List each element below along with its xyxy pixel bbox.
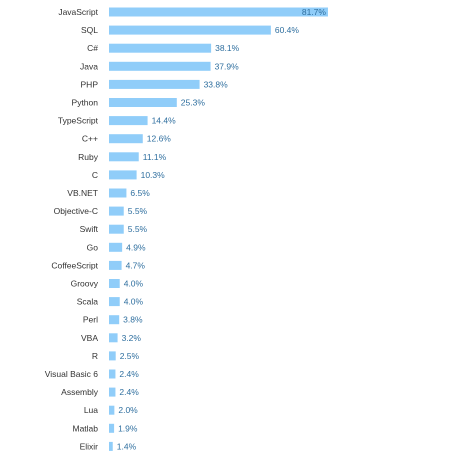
- category-label: R: [92, 351, 98, 361]
- bar: [109, 441, 113, 451]
- bar: [109, 242, 123, 252]
- value-label: 37.9%: [215, 61, 240, 71]
- bar: [109, 387, 116, 397]
- category-label: CoffeeScript: [51, 260, 98, 270]
- value-label: 5.5%: [128, 206, 148, 216]
- value-label: 4.9%: [126, 242, 146, 252]
- category-label: Groovy: [71, 279, 99, 289]
- value-label: 2.0%: [118, 405, 138, 415]
- value-label: 5.5%: [128, 224, 148, 234]
- category-label: Scala: [77, 297, 99, 307]
- value-label: 4.0%: [124, 279, 144, 289]
- category-label: Lua: [84, 405, 98, 415]
- category-label: Swift: [80, 224, 99, 234]
- value-label: 38.1%: [215, 43, 240, 53]
- bar: [109, 25, 271, 35]
- bar: [109, 79, 200, 89]
- category-label: Go: [87, 242, 99, 252]
- bar: [109, 61, 211, 71]
- category-label: Elixir: [80, 441, 99, 451]
- category-label: PHP: [81, 79, 99, 89]
- bar: [109, 315, 120, 325]
- value-label: 2.5%: [120, 351, 140, 361]
- category-label: Matlab: [72, 423, 98, 433]
- value-label: 4.0%: [124, 297, 144, 307]
- bar: [109, 369, 116, 379]
- bar: [109, 351, 116, 361]
- bars-layer: JavaScript 81.7% SQL 60.4% C# 38.1% Java 37.9% P…: [45, 7, 328, 451]
- category-label: Visual Basic 6: [45, 369, 99, 379]
- value-label: 14.4%: [152, 116, 177, 126]
- category-label: VB.NET: [67, 188, 98, 198]
- bar: [109, 260, 122, 270]
- category-label: Objective-C: [54, 206, 98, 216]
- value-label: 2.4%: [119, 387, 139, 397]
- bar: [109, 206, 124, 216]
- category-label: TypeScript: [58, 116, 99, 126]
- category-label: C++: [82, 134, 98, 144]
- bar: [109, 279, 120, 288]
- category-label: SQL: [81, 25, 98, 35]
- category-label: C#: [87, 43, 98, 53]
- value-label: 25.3%: [181, 98, 206, 108]
- value-label: 81.7%: [302, 7, 327, 17]
- bar: [109, 405, 115, 415]
- bar: [109, 423, 115, 433]
- value-label: 60.4%: [275, 25, 300, 35]
- category-label: JavaScript: [58, 7, 98, 17]
- value-label: 11.1%: [143, 152, 167, 162]
- bar: [109, 188, 127, 198]
- category-label: C: [92, 170, 98, 180]
- bar: [109, 134, 143, 144]
- bar: [109, 297, 120, 307]
- bar: [109, 43, 212, 53]
- value-label: 3.8%: [123, 315, 143, 325]
- category-label: Java: [80, 61, 98, 71]
- value-label: 4.7%: [126, 260, 146, 270]
- bar: [109, 152, 139, 162]
- bar: [109, 7, 328, 17]
- value-label: 3.2%: [122, 333, 142, 343]
- value-label: 1.4%: [117, 441, 137, 451]
- value-label: 6.5%: [130, 188, 150, 198]
- bar: [109, 333, 118, 343]
- category-label: Ruby: [78, 152, 99, 162]
- value-label: 12.6%: [147, 134, 172, 144]
- value-label: 10.3%: [141, 170, 166, 180]
- bar: [109, 224, 124, 234]
- value-label: 1.9%: [118, 423, 138, 433]
- category-label: VBA: [81, 333, 98, 343]
- value-label: 33.8%: [204, 79, 229, 89]
- category-label: Python: [72, 98, 99, 108]
- category-label: Perl: [83, 315, 98, 325]
- value-label: 2.4%: [119, 369, 139, 379]
- bar: [109, 116, 148, 126]
- bar: [109, 170, 137, 180]
- category-label: Assembly: [61, 387, 99, 397]
- bar: [109, 98, 177, 107]
